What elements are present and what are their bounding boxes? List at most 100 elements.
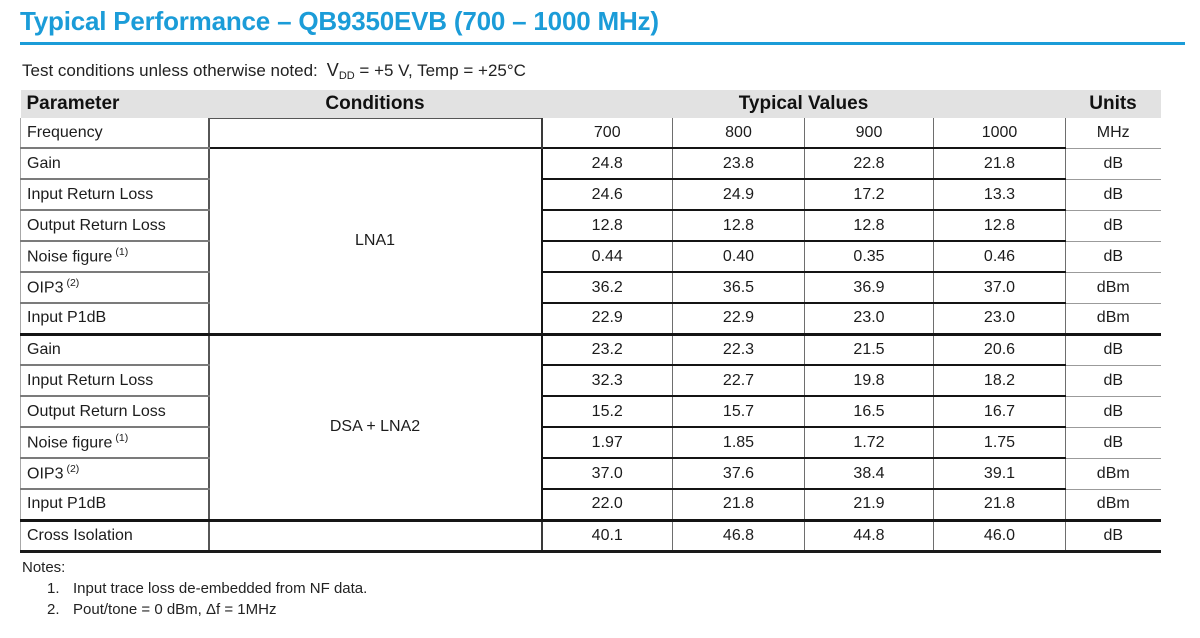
value-cell: 19.8 <box>804 365 934 397</box>
table-row-frequency: Frequency 700 800 900 1000 MHz <box>20 117 1161 149</box>
value-cell: 17.2 <box>804 179 934 211</box>
value-cell: 21.8 <box>672 489 805 522</box>
vdd-symbol: VDD <box>326 60 355 82</box>
note-ref: (1) <box>115 432 129 445</box>
notes-label: Notes: <box>22 558 66 576</box>
value-cell: 0.40 <box>672 241 805 273</box>
note-ref: (2) <box>66 463 80 476</box>
value-cell: 36.5 <box>672 272 805 304</box>
parameter-cell: Frequency <box>20 118 210 149</box>
value-cell: 1.75 <box>933 427 1066 459</box>
note-number: 2. <box>47 600 60 618</box>
unit-cell: dBm <box>1065 458 1161 490</box>
table-row-input-return-loss-lna1: Input Return Loss 24.6 24.9 17.2 13.3 dB <box>20 179 1161 211</box>
parameter-label: Noise figure <box>27 434 113 452</box>
value-cell: 22.9 <box>672 303 805 336</box>
parameter-cell: Input P1dB <box>20 489 210 522</box>
conditions-cell-dsa-lna2: DSA + LNA2 <box>208 333 543 522</box>
parameter-cell: Input P1dB <box>20 303 210 336</box>
parameter-cell: Cross Isolation <box>20 520 210 553</box>
note-ref: (1) <box>115 246 129 259</box>
value-cell: 22.7 <box>672 365 805 397</box>
parameter-label: OIP3 <box>27 279 64 297</box>
value-cell: 22.3 <box>672 334 805 366</box>
value-cell: 16.7 <box>933 396 1066 428</box>
vdd-symbol-letter: V <box>326 60 339 80</box>
parameter-cell: Gain <box>20 148 210 180</box>
value-cell: 46.0 <box>933 520 1066 553</box>
value-cell: 39.1 <box>933 458 1066 490</box>
unit-cell: dB <box>1065 365 1161 397</box>
table-row-input-return-loss-dsa-lna2: Input Return Loss 32.3 22.7 19.8 18.2 dB <box>20 365 1161 397</box>
value-cell: 16.5 <box>804 396 934 428</box>
value-cell: 23.0 <box>933 303 1066 336</box>
value-cell: 15.7 <box>672 396 805 428</box>
value-cell: 800 <box>672 118 805 149</box>
table-header-row: Parameter Conditions Typical Values Unit… <box>20 90 1161 118</box>
value-cell: 12.8 <box>933 210 1066 242</box>
value-cell: 900 <box>804 118 934 149</box>
table-row-input-p1db-lna1: Input P1dB 22.9 22.9 23.0 23.0 dBm <box>20 303 1161 336</box>
column-header-conditions: Conditions <box>208 90 542 118</box>
table-row-cross-isolation: Cross Isolation 40.1 46.8 44.8 46.0 dB <box>20 519 1161 553</box>
value-cell: 1.72 <box>804 427 934 459</box>
value-cell: 0.35 <box>804 241 934 273</box>
note-text: Input trace loss de-embedded from NF dat… <box>73 579 368 597</box>
table-row-noise-figure-lna1: Noise figure (1) 0.44 0.40 0.35 0.46 dB <box>20 241 1161 273</box>
value-cell: 22.9 <box>541 303 673 336</box>
value-cell: 22.8 <box>804 148 934 180</box>
unit-cell: dB <box>1065 210 1161 242</box>
table-row-oip3-dsa-lna2: OIP3 (2) 37.0 37.6 38.4 39.1 dBm <box>20 458 1161 490</box>
value-cell: 0.44 <box>541 241 673 273</box>
table-row-oip3-lna1: OIP3 (2) 36.2 36.5 36.9 37.0 dBm <box>20 272 1161 304</box>
parameter-cell: Noise figure (1) <box>20 427 210 459</box>
unit-cell: dB <box>1065 179 1161 211</box>
value-cell: 1.97 <box>541 427 673 459</box>
value-cell: 44.8 <box>804 520 934 553</box>
conditions-cell-empty <box>208 519 543 553</box>
value-cell: 12.8 <box>541 210 673 242</box>
value-cell: 24.6 <box>541 179 673 211</box>
column-header-parameter: Parameter <box>20 90 209 118</box>
table-row-input-p1db-dsa-lna2: Input P1dB 22.0 21.8 21.9 21.8 dBm <box>20 489 1161 522</box>
note-number: 1. <box>47 579 60 597</box>
parameter-cell: Output Return Loss <box>20 396 210 428</box>
test-conditions-prefix: Test conditions unless otherwise noted: <box>22 61 318 80</box>
vdd-subscript: DD <box>338 70 355 82</box>
parameter-cell: OIP3 (2) <box>20 272 210 304</box>
unit-cell: dB <box>1065 520 1161 553</box>
value-cell: 38.4 <box>804 458 934 490</box>
unit-cell: dBm <box>1065 489 1161 522</box>
conditions-cell-empty <box>208 117 543 149</box>
conditions-cell-lna1: LNA1 <box>208 147 543 336</box>
typical-performance-table: Parameter Conditions Typical Values Unit… <box>20 90 1161 553</box>
unit-cell: dB <box>1065 396 1161 428</box>
parameter-cell: OIP3 (2) <box>20 458 210 490</box>
parameter-cell: Gain <box>20 334 210 366</box>
value-cell: 12.8 <box>804 210 934 242</box>
unit-cell: dB <box>1065 427 1161 459</box>
section-title-block: Typical Performance – QB9350EVB (700 – 1… <box>20 6 1185 45</box>
value-cell: 24.9 <box>672 179 805 211</box>
table-row-gain-lna1: Gain LNA1 24.8 23.8 22.8 21.8 dB <box>20 147 1161 336</box>
value-cell: 37.0 <box>933 272 1066 304</box>
value-cell: 36.9 <box>804 272 934 304</box>
table-row-noise-figure-dsa-lna2: Noise figure (1) 1.97 1.85 1.72 1.75 dB <box>20 427 1161 459</box>
value-cell: 21.8 <box>933 489 1066 522</box>
table-row-gain-dsa-lna2: Gain DSA + LNA2 23.2 22.3 21.5 20.6 dB <box>20 333 1161 522</box>
value-cell: 40.1 <box>541 520 673 553</box>
value-cell: 18.2 <box>933 365 1066 397</box>
parameter-label: OIP3 <box>27 465 64 483</box>
unit-cell: MHz <box>1065 118 1161 149</box>
note-item: 1. Input trace loss de-embedded from NF … <box>22 578 1180 599</box>
value-cell: 23.0 <box>804 303 934 336</box>
parameter-cell: Input Return Loss <box>20 179 210 211</box>
parameter-cell: Noise figure (1) <box>20 241 210 273</box>
value-cell: 13.3 <box>933 179 1066 211</box>
notes-section: Notes: 1. Input trace loss de-embedded f… <box>22 559 1180 620</box>
value-cell: 36.2 <box>541 272 673 304</box>
table-row-output-return-loss-lna1: Output Return Loss 12.8 12.8 12.8 12.8 d… <box>20 210 1161 242</box>
table-row-output-return-loss-dsa-lna2: Output Return Loss 15.2 15.7 16.5 16.7 d… <box>20 396 1161 428</box>
value-cell: 32.3 <box>541 365 673 397</box>
column-header-units: Units <box>1065 90 1161 118</box>
